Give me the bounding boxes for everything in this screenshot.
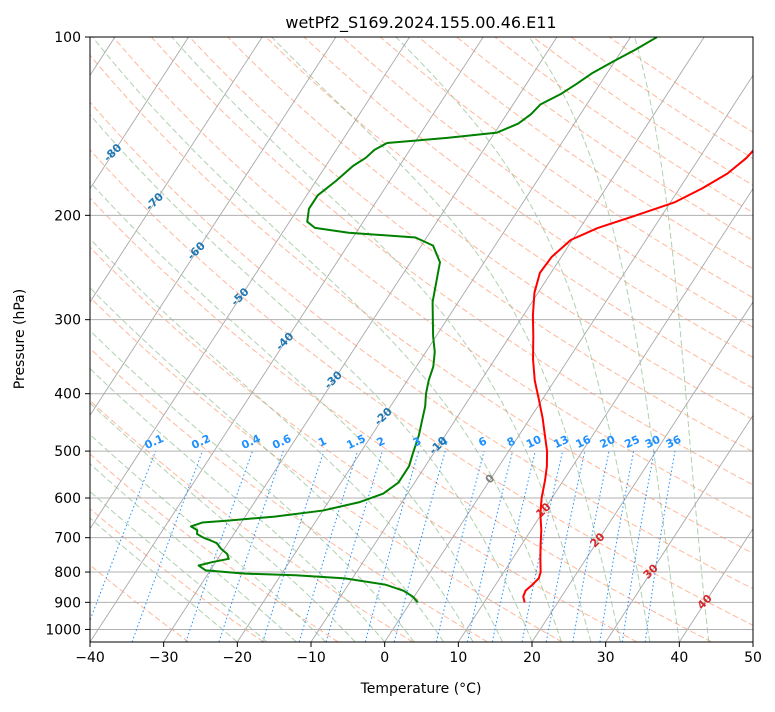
- mixing-ratio-line: [393, 450, 446, 642]
- mixing-ratio-line: [218, 450, 284, 642]
- moist-adiabat: [90, 433, 327, 642]
- y-tick-label: 800: [54, 565, 81, 581]
- x-tick-label: −10: [296, 650, 326, 666]
- mixing-ratio-label: 16: [574, 433, 594, 451]
- moist-adiabat: [634, 37, 710, 642]
- isotherm-line: [605, 414, 753, 642]
- moist-adiabat: [92, 37, 562, 642]
- isotherm-line: [90, 37, 484, 642]
- dry-adiabat: [303, 37, 753, 358]
- x-tick-label: 40: [670, 650, 688, 666]
- mixing-ratio-label: 25: [623, 433, 642, 451]
- mixing-ratio-label: 10: [524, 433, 544, 451]
- mixing-ratio-line: [364, 450, 420, 642]
- plot-frame: [89, 36, 754, 643]
- moist-adiabat: [90, 367, 386, 642]
- dry-adiabat: [90, 149, 753, 626]
- isotherm-line: [531, 301, 753, 642]
- mixing-ratio-line: [491, 450, 536, 642]
- y-tick-label: 100: [54, 30, 81, 46]
- moist-adiabat: [528, 37, 680, 642]
- y-tick-label: 200: [54, 208, 81, 224]
- y-tick-label: 300: [54, 313, 81, 329]
- isotherm-line: [310, 37, 705, 642]
- dry-adiabat: [341, 37, 753, 328]
- x-axis-label: Temperature (°C): [360, 681, 482, 697]
- dry-adiabat: [90, 508, 264, 642]
- y-tick-label: 1000: [45, 622, 81, 638]
- mixing-ratio-line: [435, 450, 485, 642]
- x-tick-label: −40: [75, 650, 105, 666]
- background-lines: [90, 37, 753, 642]
- x-tick-label: −20: [223, 650, 253, 666]
- moist-adiabat: [171, 37, 592, 642]
- mixing-ratio-line: [467, 450, 514, 642]
- y-tick-label: 400: [54, 387, 81, 403]
- mixing-ratio-line: [298, 450, 359, 642]
- x-tick-label: −30: [149, 650, 179, 666]
- dry-adiabat: [90, 197, 712, 642]
- dry-adiabat: [189, 37, 753, 453]
- y-tick-label: 600: [54, 491, 81, 507]
- moist-adiabat: [90, 517, 238, 642]
- x-tick-label: 30: [597, 650, 615, 666]
- dry-adiabat: [379, 37, 753, 299]
- isotherm-line: [457, 187, 753, 642]
- temperature-profile-line: [522, 149, 753, 603]
- isotherm-line: [90, 37, 337, 417]
- moist-adiabat: [90, 114, 533, 642]
- x-tick-label: 20: [523, 650, 541, 666]
- mixing-ratio-line: [325, 450, 383, 642]
- dry-adiabat: [90, 246, 638, 642]
- moist-adiabat: [90, 490, 268, 642]
- mixing-ratio-line: [262, 450, 325, 642]
- chart-title: wetPf2_S169.2024.155.00.46.E11: [285, 13, 556, 33]
- moist-adiabat: [90, 181, 503, 642]
- mixing-ratio-label: 30: [643, 433, 663, 451]
- y-axis-label: Pressure (hPa): [12, 289, 28, 389]
- isotherm-line: [90, 37, 410, 530]
- axes: −40 −30 −20 −10 0 10 20 30 40 50 100 200 300 400 500 60…: [45, 30, 762, 666]
- dry-adiabat: [265, 37, 753, 389]
- x-tick-label: 10: [449, 650, 467, 666]
- dry-adiabat: [90, 296, 563, 642]
- y-tick-label: 500: [54, 444, 81, 460]
- y-tick-label: 700: [54, 531, 81, 547]
- dry-adiabat: [112, 37, 753, 520]
- mixing-ratio-line: [90, 450, 157, 622]
- isotherm-line: [163, 37, 558, 642]
- moist-adiabat: [395, 37, 651, 642]
- isotherm-line: [90, 37, 189, 190]
- dewpoint-profile-line: [189, 37, 658, 604]
- mixing-ratio-line: [131, 450, 203, 642]
- mixing-ratio-label: 20: [598, 433, 618, 451]
- moist-adiabat: [90, 402, 356, 642]
- moist-adiabat: [90, 238, 474, 642]
- moist-adiabat: [90, 463, 297, 642]
- isotherm-line: [90, 37, 263, 303]
- y-tick-label: 900: [54, 595, 81, 611]
- mixing-ratio-line: [185, 450, 253, 642]
- dry-adiabat: [90, 347, 488, 642]
- x-tick-label: 50: [744, 650, 762, 666]
- mixing-ratio-label: 36: [664, 433, 684, 451]
- mixing-ratio-label: 13: [552, 433, 571, 451]
- x-tick-label: 0: [380, 650, 389, 666]
- profile-lines: [189, 37, 753, 604]
- mixing-ratio-line: [644, 451, 676, 642]
- moist-adiabat: [271, 37, 621, 642]
- isotherm-line: [384, 74, 753, 642]
- isotherm-line: [678, 527, 753, 642]
